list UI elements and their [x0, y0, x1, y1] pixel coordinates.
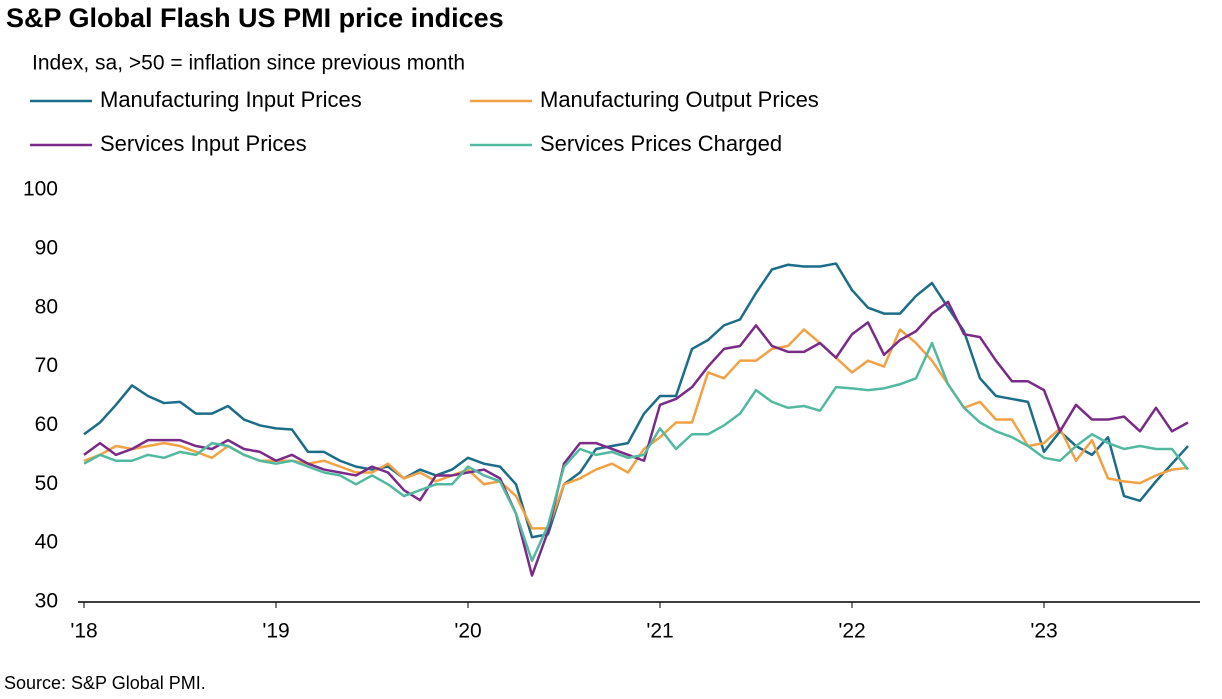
x-tick-label: '23	[1030, 620, 1057, 643]
x-tick-label: '22	[838, 620, 865, 643]
legend-label: Services Input Prices	[100, 131, 307, 156]
series-line	[83, 341, 1189, 563]
x-tick-label: '21	[646, 620, 673, 643]
y-tick-label: 100	[23, 178, 58, 201]
y-tick-label: 30	[35, 590, 58, 613]
y-tick-label: 90	[35, 236, 58, 259]
y-tick-label: 70	[35, 354, 58, 377]
x-tick-label: '20	[454, 620, 481, 643]
legend-label: Manufacturing Input Prices	[100, 87, 362, 112]
series-line	[83, 300, 1189, 577]
x-tick-label: '18	[70, 620, 97, 643]
legend-label: Manufacturing Output Prices	[540, 87, 819, 112]
y-tick-label: 50	[35, 472, 58, 495]
chart-title: S&P Global Flash US PMI price indices	[6, 3, 504, 33]
series-line	[83, 328, 1189, 530]
chart-subtitle: Index, sa, >50 = inflation since previou…	[32, 52, 465, 75]
x-tick-label: '19	[262, 620, 289, 643]
series-line	[83, 262, 1189, 539]
y-tick-label: 40	[35, 531, 58, 554]
y-tick-label: 60	[35, 413, 58, 436]
legend-label: Services Prices Charged	[540, 131, 782, 156]
y-tick-label: 80	[35, 295, 58, 318]
source: Source: S&P Global PMI.	[4, 673, 206, 693]
